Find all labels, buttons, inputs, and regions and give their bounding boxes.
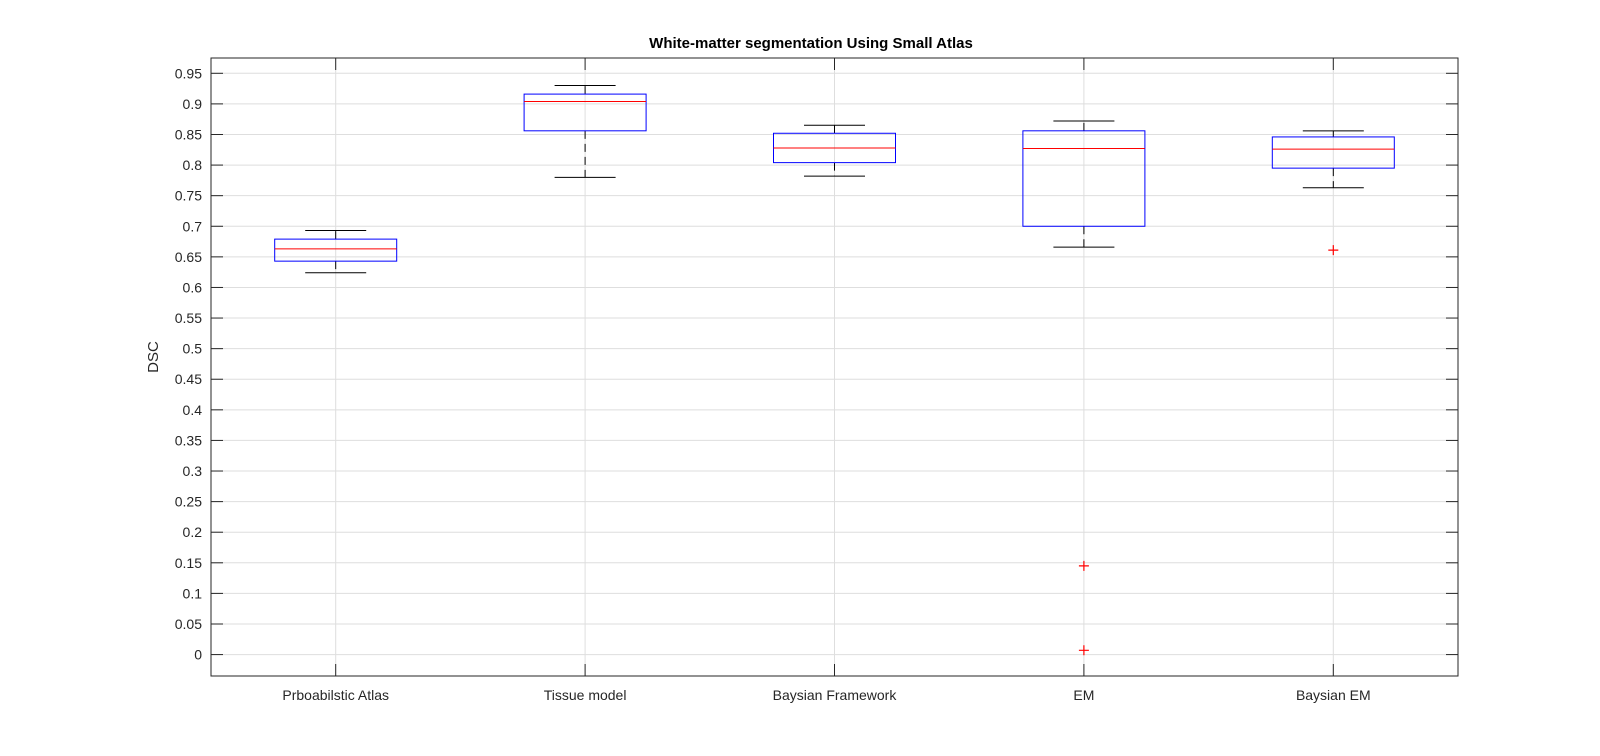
y-tick-label: 0.1 [183, 585, 203, 601]
x-tick-label: Prboabilstic Atlas [282, 687, 389, 703]
x-tick-label: Tissue model [544, 687, 627, 703]
box [1022, 130, 1146, 227]
axes-frame [210, 57, 1459, 677]
y-tick-label: 0.5 [183, 341, 203, 357]
y-tick-label: 0.9 [183, 96, 203, 112]
y-tick-label: 0.45 [175, 371, 202, 387]
y-tick-label: 0.3 [183, 463, 203, 479]
outlier-point [1078, 645, 1089, 656]
y-tick-label: 0.85 [175, 126, 202, 142]
y-axis-label: DSC [145, 341, 162, 373]
outlier-point [1328, 245, 1339, 256]
y-tick-label: 0.7 [183, 218, 203, 234]
plot-area: 0 0.05 0.1 0.15 0.2 0.25 0.3 0.35 0.4 0.45 0.5 0.55… [175, 57, 1459, 703]
x-tick-label: Baysian Framework [773, 687, 898, 703]
chart-title: White-matter segmentation Using Small At… [649, 35, 973, 52]
y-tick-label: 0.55 [175, 310, 202, 326]
y-tick-label: 0.35 [175, 432, 202, 448]
y-tick-label: 0.2 [183, 524, 203, 540]
box [1271, 136, 1395, 169]
x-tick-label: EM [1073, 687, 1094, 703]
y-tick-label: 0.4 [183, 402, 203, 418]
box [274, 238, 398, 262]
y-tick-label: 0.05 [175, 616, 202, 632]
y-tick-label: 0.8 [183, 157, 203, 173]
y-tick-label: 0.6 [183, 279, 203, 295]
y-tick-label: 0.75 [175, 188, 202, 204]
box [523, 93, 647, 132]
y-tick-label: 0.95 [175, 65, 202, 81]
y-tick-label: 0.15 [175, 555, 202, 571]
outlier-point [1078, 560, 1089, 571]
x-tick-label: Baysian EM [1296, 687, 1371, 703]
y-tick-label: 0.25 [175, 494, 202, 510]
y-tick-label: 0.65 [175, 249, 202, 265]
y-tick-label: 0 [194, 647, 202, 663]
